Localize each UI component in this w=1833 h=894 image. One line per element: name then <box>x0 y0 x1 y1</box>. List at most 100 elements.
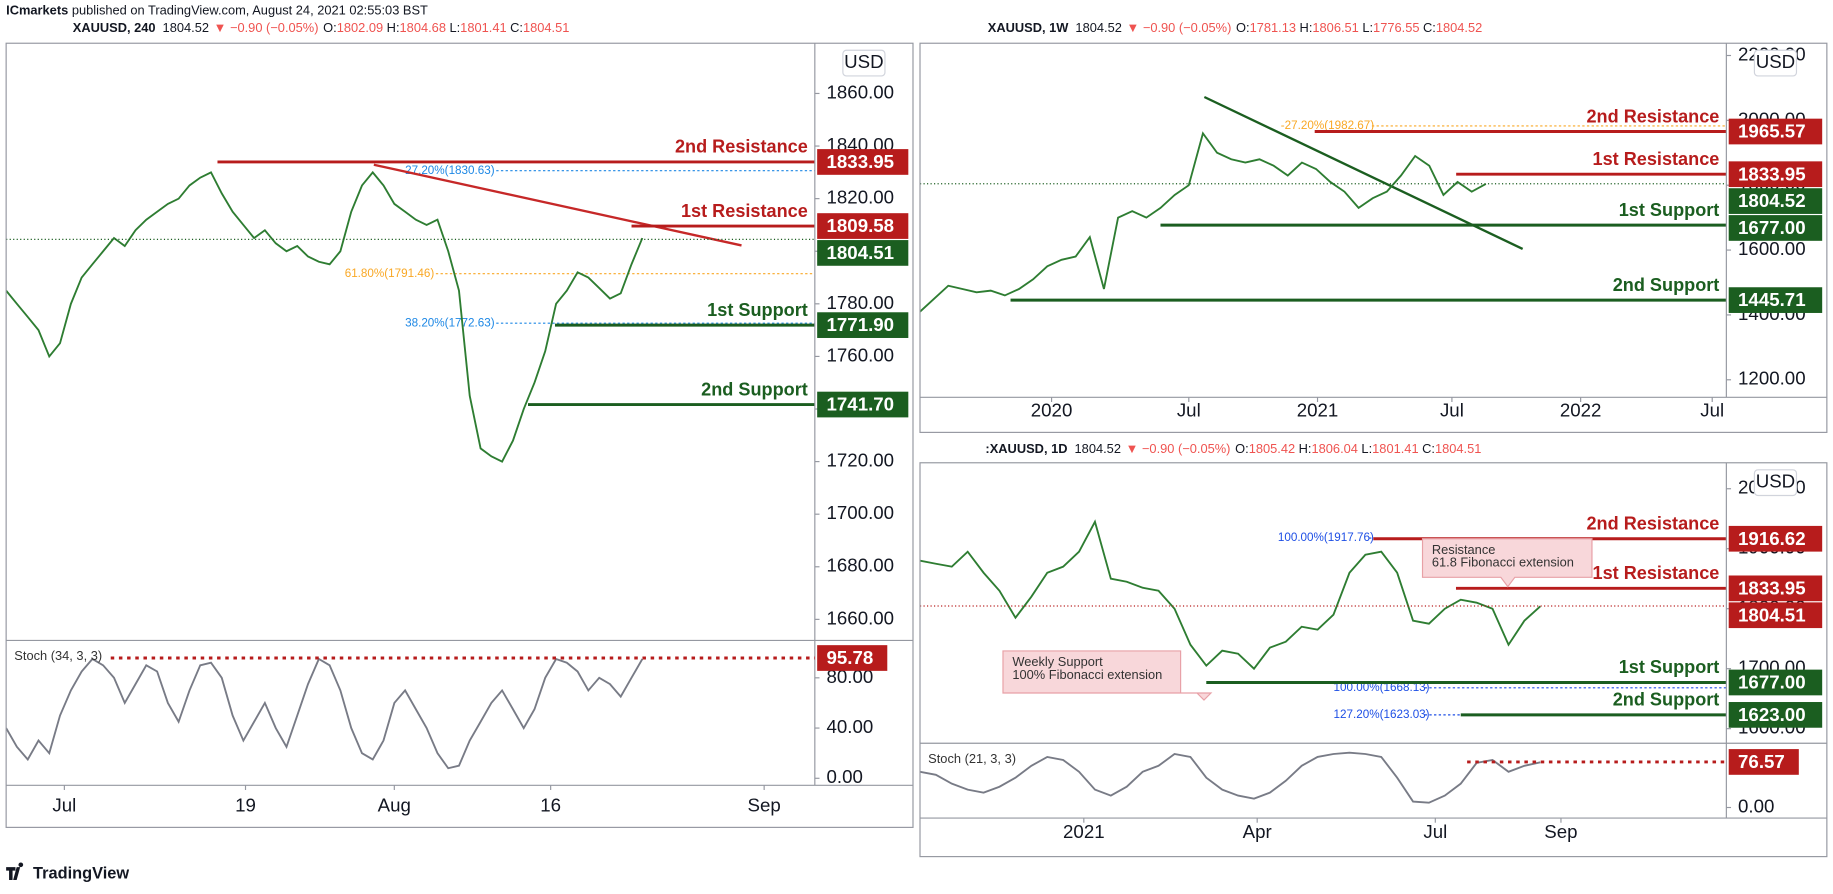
stoch-line <box>6 657 644 770</box>
last-price-badge <box>1728 602 1823 629</box>
y-tick-label: 1720.00 <box>827 450 895 471</box>
stoch-label: Stoch (34, 3, 3) <box>14 648 102 663</box>
change: ▼ −0.90 (−0.05%) <box>1127 21 1232 36</box>
x-tick-label: Jul <box>1440 399 1464 420</box>
panel-frame <box>919 462 1828 858</box>
last-price: 1804.52 <box>1075 441 1121 456</box>
plot-area: 27.20%(1830.63) 61.80%(1791.46) 38.20%(177… <box>6 160 815 770</box>
level-badge <box>817 149 909 175</box>
currency: USD <box>1756 471 1795 492</box>
plot-area: -27.20%(1982.67) <box>920 95 1727 313</box>
x-tick-label: Aug <box>378 794 411 815</box>
y-tick-label: 1820.00 <box>827 187 895 208</box>
callout-text: 61.8 Fibonacci extension <box>1432 555 1574 570</box>
symbol: XAUUSD, 1W <box>988 21 1070 36</box>
stoch-tick-label: 0.00 <box>827 766 863 787</box>
x-tick-label: 2020 <box>1031 399 1073 420</box>
last-price: 1804.52 <box>1075 21 1121 36</box>
level-badge-text: 1445.71 <box>1738 289 1806 310</box>
ohlc-value: 1801.41 <box>460 21 506 36</box>
x-tick-label: Sep <box>1544 821 1577 842</box>
panel: 100.00%(1917.76) 100.00%(1668.13) 127.20%(… <box>919 441 1828 858</box>
level-badge <box>817 213 909 239</box>
ohlc-value: 1776.55 <box>1373 21 1419 36</box>
ohlc-value: 1804.51 <box>1435 441 1481 456</box>
level-name: 1st Resistance <box>681 201 808 221</box>
fib-label: 38.20%(1772.63) <box>405 316 495 329</box>
level-badge-text: 1771.90 <box>827 314 895 335</box>
symbol: XAUUSD, 240 <box>73 21 156 36</box>
level-badge <box>1728 118 1823 145</box>
ohlc-value: 1804.68 <box>400 21 446 36</box>
y-tick-label: 1680.00 <box>827 555 895 576</box>
y-tick-label: 1860.00 <box>827 81 895 102</box>
level-badge-text: 1916.62 <box>1738 528 1806 549</box>
level-badge-text: 1833.95 <box>1738 577 1806 598</box>
last-price-badge <box>1728 188 1823 214</box>
level-name: 1st Resistance <box>1593 563 1720 583</box>
level-name: 2nd Support <box>701 379 808 399</box>
change: ▼ −0.90 (−0.05%) <box>214 21 319 36</box>
stoch-tick-label: 80.00 <box>827 666 874 687</box>
ohlc-key: H: <box>1300 21 1313 36</box>
plot-area: 100.00%(1917.76) 100.00%(1668.13) 127.20%(… <box>920 519 1727 804</box>
level-badge <box>1728 575 1823 602</box>
x-tick-label: Sep <box>748 794 781 815</box>
fib-label: 100.00%(1917.76) <box>1278 531 1374 544</box>
ohlc-value: 1804.52 <box>1436 21 1482 36</box>
stoch-badge <box>817 645 888 671</box>
level-name: 1st Support <box>1619 200 1720 220</box>
trendline <box>373 163 742 247</box>
ohlc-value: 1781.13 <box>1250 21 1296 36</box>
tv-logo <box>6 862 24 880</box>
level-badge-text: 1677.00 <box>1738 217 1806 238</box>
x-tick-label: 2021 <box>1297 399 1339 420</box>
level-name: 2nd Resistance <box>1586 514 1719 534</box>
price-line <box>920 519 1541 671</box>
level-badge <box>1728 215 1823 241</box>
ohlc-key: L: <box>449 21 460 36</box>
y-tick-label: 1700.00 <box>827 502 895 523</box>
footer-logo: TradingView <box>33 864 129 882</box>
fib-label: 27.20%(1830.63) <box>405 164 495 177</box>
stoch-label: Stoch (21, 3, 3) <box>928 751 1016 766</box>
ohlc-key: C: <box>1422 441 1435 456</box>
last-price-badge-text: 1804.51 <box>1738 604 1806 625</box>
level-badge <box>1728 161 1823 188</box>
header: ICmarkets published on TradingView.com, … <box>6 3 428 18</box>
level-badge-text: 1833.95 <box>1738 163 1806 184</box>
panel: -27.20%(1982.67) XAUUSD, 1W 1804.52 ▼ −0.90… <box>919 21 1828 433</box>
ohlc-key: O: <box>1235 441 1249 456</box>
x-tick-label: Jul <box>52 794 76 815</box>
header-text: published on TradingView.com, August 24,… <box>72 3 428 18</box>
level-badge-text: 1677.00 <box>1738 672 1806 693</box>
level-badge <box>817 391 909 418</box>
ohlc-key: C: <box>510 21 523 36</box>
level-badge-text: 1809.58 <box>827 215 895 236</box>
ohlc-value: 1806.51 <box>1312 21 1358 36</box>
currency: USD <box>1756 51 1795 72</box>
level-badge <box>817 312 909 338</box>
level-badge <box>1728 525 1823 552</box>
last-price: 1804.52 <box>163 21 209 36</box>
x-tick-label: 2022 <box>1560 399 1602 420</box>
level-name: 2nd Support <box>1613 690 1720 710</box>
panel-title: :XAUUSD, 1D 1804.52 ▼ −0.90 (−0.05%) O:1805… <box>985 441 1481 456</box>
ohlc-key: O: <box>1236 21 1250 36</box>
level-badge <box>1728 702 1823 728</box>
level-name: 1st Resistance <box>1593 149 1720 169</box>
level-badge-text: 1741.70 <box>827 394 895 415</box>
level-badge <box>1728 287 1823 313</box>
x-tick-label: 19 <box>235 794 256 815</box>
change: ▼ −0.90 (−0.05%) <box>1126 441 1231 456</box>
currency: USD <box>844 51 883 72</box>
level-badge-text: 1833.95 <box>827 151 895 172</box>
x-tick-label: Jul <box>1177 399 1201 420</box>
fib-label: 127.20%(1623.03) <box>1334 708 1430 721</box>
panel-title: XAUUSD, 240 1804.52 ▼ −0.90 (−0.05%) O:1802… <box>73 21 570 36</box>
x-tick-label: 16 <box>540 794 561 815</box>
y-tick-label: 1660.00 <box>827 607 895 628</box>
price-line <box>6 170 644 463</box>
ohlc-value: 1802.09 <box>337 21 383 36</box>
fib-label: 61.80%(1791.46) <box>345 267 435 280</box>
